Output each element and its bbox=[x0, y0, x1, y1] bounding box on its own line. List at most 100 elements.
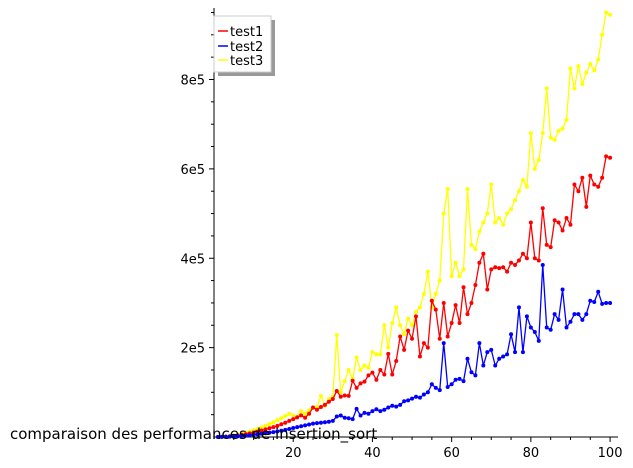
legend-label-test1: test1 bbox=[230, 25, 263, 40]
data-point-test2 bbox=[334, 414, 339, 419]
data-point-test2 bbox=[465, 356, 470, 361]
data-point-test2 bbox=[548, 327, 553, 332]
data-point-test1 bbox=[398, 334, 403, 339]
data-point-test1 bbox=[354, 385, 359, 390]
data-point-test1 bbox=[489, 267, 494, 272]
data-point-test2 bbox=[544, 325, 549, 330]
data-point-test2 bbox=[445, 384, 450, 389]
data-point-test3 bbox=[596, 57, 601, 62]
data-point-test1 bbox=[425, 345, 430, 350]
data-point-test1 bbox=[322, 402, 327, 407]
data-point-test3 bbox=[505, 211, 510, 216]
data-point-test1 bbox=[311, 405, 316, 410]
data-point-test1 bbox=[378, 367, 383, 372]
data-point-test2 bbox=[386, 405, 391, 410]
data-point-test2 bbox=[370, 409, 375, 414]
data-point-test3 bbox=[283, 414, 288, 418]
data-point-test2 bbox=[295, 425, 300, 430]
data-point-test1 bbox=[330, 397, 335, 402]
data-point-test1 bbox=[287, 418, 292, 423]
data-point-test1 bbox=[548, 245, 553, 250]
data-point-test1 bbox=[465, 312, 470, 317]
data-point-test2 bbox=[398, 402, 403, 407]
data-point-test2 bbox=[604, 300, 609, 305]
data-point-test2 bbox=[473, 373, 478, 378]
data-point-test1 bbox=[544, 242, 549, 247]
data-point-test1 bbox=[295, 415, 300, 420]
data-point-test3 bbox=[524, 184, 529, 189]
data-point-test2 bbox=[255, 432, 260, 437]
data-point-test1 bbox=[584, 204, 589, 209]
data-point-test2 bbox=[461, 379, 466, 384]
data-point-test1 bbox=[299, 413, 304, 418]
data-point-test1 bbox=[433, 307, 438, 312]
data-point-test3 bbox=[473, 247, 478, 252]
data-point-test3 bbox=[485, 211, 490, 216]
data-point-test3 bbox=[552, 137, 557, 142]
data-point-test1 bbox=[481, 251, 486, 256]
data-point-test3 bbox=[271, 420, 276, 425]
data-point-test3 bbox=[433, 292, 438, 296]
data-point-test2 bbox=[592, 300, 597, 305]
data-point-test2 bbox=[275, 429, 280, 434]
data-point-test1 bbox=[560, 228, 565, 233]
data-point-test3 bbox=[556, 128, 561, 133]
data-point-test3 bbox=[358, 367, 363, 372]
data-point-test3 bbox=[461, 267, 466, 272]
data-point-test3 bbox=[279, 416, 284, 421]
data-point-test3 bbox=[267, 422, 272, 427]
data-point-test2 bbox=[271, 430, 276, 435]
data-point-test1 bbox=[572, 182, 577, 187]
data-point-test1 bbox=[334, 388, 339, 393]
data-point-test3 bbox=[560, 126, 565, 131]
data-point-test2 bbox=[287, 426, 292, 431]
data-point-test3 bbox=[477, 229, 482, 234]
data-point-test3 bbox=[318, 393, 323, 398]
data-point-test1 bbox=[421, 341, 426, 346]
data-point-test2 bbox=[390, 403, 395, 408]
data-point-test2 bbox=[362, 410, 367, 415]
data-point-test2 bbox=[421, 392, 426, 397]
data-point-test1 bbox=[358, 381, 363, 386]
data-point-test2 bbox=[528, 325, 533, 330]
data-point-test1 bbox=[390, 372, 395, 377]
data-point-test3 bbox=[406, 316, 411, 321]
series-layer bbox=[215, 10, 613, 439]
data-point-test3 bbox=[588, 61, 593, 66]
data-point-test3 bbox=[338, 390, 343, 395]
data-point-test2 bbox=[338, 413, 343, 418]
data-point-test2 bbox=[576, 312, 581, 317]
data-point-test2 bbox=[560, 287, 565, 292]
data-point-test2 bbox=[259, 431, 264, 436]
data-point-test2 bbox=[219, 434, 224, 439]
data-point-test1 bbox=[267, 426, 272, 431]
data-point-test2 bbox=[520, 350, 525, 355]
data-point-test1 bbox=[493, 265, 498, 270]
data-point-test1 bbox=[350, 378, 355, 383]
data-point-test3 bbox=[263, 423, 268, 428]
data-point-test2 bbox=[509, 332, 514, 337]
data-point-test2 bbox=[572, 312, 577, 317]
data-point-test1 bbox=[410, 336, 415, 341]
data-point-test3 bbox=[592, 68, 597, 73]
data-point-test1 bbox=[449, 321, 454, 326]
data-point-test1 bbox=[469, 300, 474, 305]
data-point-test2 bbox=[501, 354, 506, 359]
data-point-test1 bbox=[520, 251, 525, 256]
data-point-test3 bbox=[417, 305, 422, 310]
data-point-test3 bbox=[540, 131, 545, 136]
data-point-test3 bbox=[410, 323, 415, 328]
data-point-test1 bbox=[604, 154, 609, 159]
data-point-test1 bbox=[524, 256, 529, 261]
data-point-test2 bbox=[279, 428, 284, 433]
data-point-test2 bbox=[307, 422, 312, 427]
data-point-test1 bbox=[283, 420, 288, 425]
data-point-test2 bbox=[330, 418, 335, 423]
data-point-test3 bbox=[520, 178, 525, 183]
data-point-test3 bbox=[564, 117, 569, 122]
data-point-test3 bbox=[457, 274, 462, 279]
data-point-test3 bbox=[366, 365, 371, 370]
data-point-test2 bbox=[366, 411, 371, 416]
data-point-test2 bbox=[497, 356, 502, 361]
data-point-test1 bbox=[386, 351, 391, 356]
